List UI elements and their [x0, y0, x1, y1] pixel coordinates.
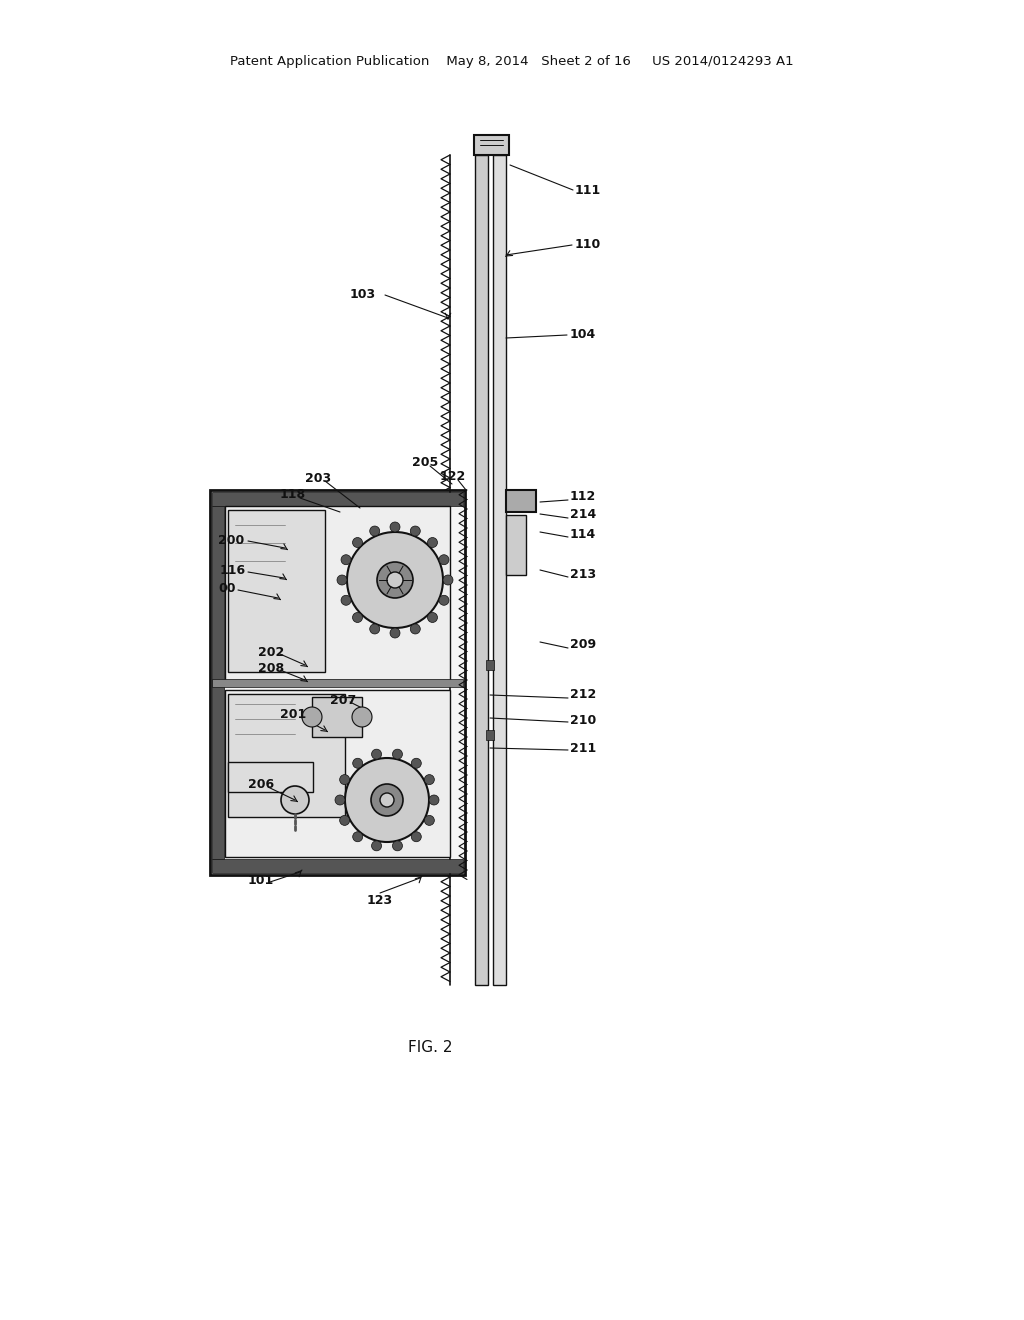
Text: 110: 110	[575, 239, 601, 252]
Text: 212: 212	[570, 689, 596, 701]
Circle shape	[352, 708, 372, 727]
Circle shape	[390, 628, 400, 638]
Text: 114: 114	[570, 528, 596, 541]
Text: 208: 208	[258, 661, 284, 675]
Bar	[493, 154, 506, 985]
Circle shape	[371, 784, 403, 816]
Bar	[212, 506, 224, 859]
Circle shape	[390, 521, 400, 532]
Text: 209: 209	[570, 639, 596, 652]
Bar	[212, 859, 463, 873]
Text: Patent Application Publication    May 8, 2014   Sheet 2 of 16     US 2014/012429: Patent Application Publication May 8, 20…	[230, 55, 794, 69]
Text: 202: 202	[258, 645, 285, 659]
Circle shape	[439, 554, 449, 565]
Circle shape	[352, 758, 362, 768]
Circle shape	[341, 595, 351, 606]
Text: 213: 213	[570, 569, 596, 582]
Bar	[228, 510, 325, 672]
Text: 205: 205	[412, 455, 438, 469]
Circle shape	[370, 527, 380, 536]
Text: 207: 207	[330, 693, 356, 706]
Text: 111: 111	[575, 183, 601, 197]
Bar	[506, 515, 526, 576]
Circle shape	[412, 758, 421, 768]
Circle shape	[281, 785, 309, 814]
Text: FIG. 2: FIG. 2	[408, 1040, 453, 1056]
Text: 116: 116	[220, 564, 246, 577]
Bar	[228, 762, 313, 792]
Circle shape	[340, 816, 349, 825]
Bar	[225, 690, 450, 857]
Text: 214: 214	[570, 508, 596, 521]
Circle shape	[352, 537, 362, 548]
Circle shape	[372, 750, 382, 759]
Circle shape	[427, 612, 437, 623]
Circle shape	[352, 832, 362, 842]
Circle shape	[372, 841, 382, 851]
Circle shape	[335, 795, 345, 805]
Circle shape	[341, 554, 351, 565]
Circle shape	[429, 795, 439, 805]
Text: 210: 210	[570, 714, 596, 726]
Circle shape	[347, 532, 443, 628]
Circle shape	[340, 775, 349, 784]
Text: 112: 112	[570, 491, 596, 503]
Text: 101: 101	[248, 874, 274, 887]
Circle shape	[337, 576, 347, 585]
Circle shape	[392, 750, 402, 759]
Text: 206: 206	[248, 779, 274, 792]
Circle shape	[424, 775, 434, 784]
Circle shape	[387, 572, 403, 587]
Text: 211: 211	[570, 742, 596, 755]
Circle shape	[392, 841, 402, 851]
Bar	[212, 678, 463, 686]
Text: 122: 122	[440, 470, 466, 483]
Circle shape	[411, 527, 420, 536]
Circle shape	[352, 612, 362, 623]
Circle shape	[412, 832, 421, 842]
Circle shape	[424, 816, 434, 825]
Text: 203: 203	[305, 471, 331, 484]
Bar	[210, 490, 465, 875]
Circle shape	[302, 708, 322, 727]
Text: 123: 123	[367, 894, 393, 907]
Circle shape	[380, 793, 394, 807]
Text: 200: 200	[218, 533, 245, 546]
Text: 118: 118	[280, 488, 306, 502]
Text: 104: 104	[570, 329, 596, 342]
Bar	[506, 490, 536, 512]
Bar	[312, 697, 362, 737]
Bar	[228, 694, 345, 817]
Circle shape	[427, 537, 437, 548]
Text: 201: 201	[280, 709, 306, 722]
Bar	[474, 135, 509, 154]
Circle shape	[443, 576, 453, 585]
Bar	[486, 660, 494, 671]
Bar	[225, 506, 450, 680]
Bar	[212, 492, 463, 506]
Circle shape	[439, 595, 449, 606]
Text: 103: 103	[350, 289, 376, 301]
Circle shape	[377, 562, 413, 598]
Bar	[486, 730, 494, 741]
Circle shape	[370, 624, 380, 634]
Bar	[475, 154, 488, 985]
Circle shape	[345, 758, 429, 842]
Text: 00: 00	[218, 582, 236, 594]
Circle shape	[411, 624, 420, 634]
